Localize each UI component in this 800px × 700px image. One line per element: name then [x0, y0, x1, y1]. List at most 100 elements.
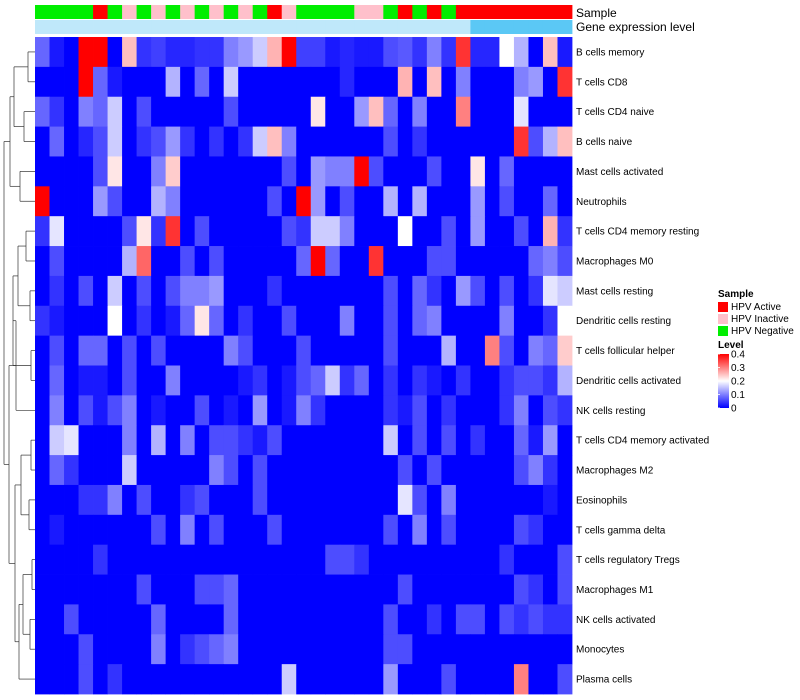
sample-annotation-cell: [180, 5, 196, 19]
heatmap-cell: [49, 216, 65, 247]
heatmap-cell: [412, 574, 428, 605]
heatmap-cell: [209, 664, 225, 695]
heatmap-cell: [368, 664, 384, 695]
heatmap-cell: [470, 186, 486, 217]
legend-swatch: [718, 302, 728, 312]
heatmap-cell: [426, 216, 442, 247]
heatmap-cell: [513, 246, 529, 277]
heatmap-cell: [354, 216, 370, 247]
sample-annotation-cell: [136, 5, 152, 19]
heatmap-cell: [354, 126, 370, 157]
heatmap-cell: [78, 425, 94, 456]
heatmap-cell: [310, 186, 326, 217]
heatmap-cell: [267, 96, 283, 127]
heatmap-cell: [528, 395, 544, 426]
heatmap-cell: [412, 395, 428, 426]
heatmap-cell: [412, 484, 428, 516]
heatmap-cell: [397, 425, 413, 456]
gene-expression-annotation-cell: [441, 20, 457, 34]
heatmap-cell: [136, 664, 152, 695]
heatmap-cell: [267, 425, 283, 456]
legend-level-title: Level: [718, 340, 744, 351]
sample-annotation-cell: [412, 5, 428, 19]
heatmap-cell: [151, 395, 167, 426]
heatmap-cell: [180, 96, 196, 127]
heatmap-cell: [64, 126, 79, 157]
heatmap-cell: [528, 604, 544, 635]
heatmap-cell: [368, 186, 384, 217]
heatmap-cell: [223, 126, 239, 157]
heatmap-cell: [499, 246, 515, 277]
heatmap-cell: [78, 395, 94, 426]
heatmap-cell: [78, 484, 94, 516]
heatmap-cell: [354, 66, 370, 98]
heatmap-cell: [339, 664, 355, 695]
heatmap-cell: [310, 425, 326, 456]
heatmap-cell: [542, 455, 558, 486]
heatmap-cell: [513, 126, 529, 157]
heatmap-cell: [499, 96, 515, 127]
heatmap-cell: [122, 186, 137, 217]
heatmap-cell: [49, 455, 65, 486]
heatmap-cell: [238, 246, 254, 277]
heatmap-cell: [354, 634, 370, 665]
heatmap-cell: [354, 484, 370, 516]
heatmap-cell: [78, 66, 94, 98]
heatmap-cell: [455, 275, 471, 307]
heatmap-cell: [281, 395, 297, 426]
heatmap-cell: [107, 455, 123, 486]
heatmap-cell: [426, 514, 442, 546]
gene-expression-annotation-cell: [93, 20, 108, 34]
heatmap-cell: [165, 395, 181, 426]
heatmap-cell: [136, 514, 152, 546]
heatmap-cell: [35, 66, 50, 98]
sample-annotation-cell: [122, 5, 137, 19]
heatmap-cell: [122, 634, 137, 665]
heatmap-cell: [470, 514, 486, 546]
heatmap-cell: [180, 544, 196, 575]
gene-expression-annotation-cell: [209, 20, 225, 34]
heatmap-cell: [354, 365, 370, 396]
heatmap-cell: [64, 216, 79, 247]
heatmap-cell: [513, 365, 529, 396]
heatmap-cell: [455, 604, 471, 635]
row-label: Dendritic cells resting: [576, 316, 671, 327]
heatmap-cell: [368, 305, 384, 337]
heatmap-cell: [542, 156, 558, 187]
heatmap-cell: [267, 305, 283, 337]
heatmap-cell: [281, 66, 297, 98]
heatmap-cell: [470, 544, 486, 575]
heatmap-cell: [383, 275, 399, 307]
heatmap-cell: [325, 126, 341, 157]
heatmap-cell: [441, 66, 457, 98]
heatmap-cell: [484, 365, 500, 396]
heatmap-cell: [136, 126, 152, 157]
heatmap-cell: [557, 395, 573, 426]
heatmap-cell: [49, 186, 65, 217]
heatmap-cell: [93, 544, 108, 575]
heatmap-cell: [528, 514, 544, 546]
legend-swatch: [718, 314, 728, 324]
heatmap-cell: [354, 335, 370, 366]
heatmap-cell: [542, 37, 558, 68]
heatmap-cell: [426, 96, 442, 127]
heatmap-cell: [93, 275, 108, 307]
heatmap-cell: [252, 216, 268, 247]
heatmap-cell: [368, 96, 384, 127]
heatmap-cell: [441, 514, 457, 546]
heatmap-cell: [252, 604, 268, 635]
heatmap-cell: [238, 484, 254, 516]
heatmap-cell: [223, 425, 239, 456]
heatmap-cell: [296, 275, 312, 307]
heatmap-cell: [412, 634, 428, 665]
heatmap-cell: [49, 246, 65, 277]
row-label: T cells follicular helper: [576, 346, 675, 357]
heatmap-cell: [528, 156, 544, 187]
heatmap-cell: [35, 275, 50, 307]
heatmap-cell: [194, 37, 210, 68]
heatmap-cell: [455, 216, 471, 247]
heatmap-cell: [397, 335, 413, 366]
heatmap-cell: [557, 335, 573, 366]
legend-sample-title: Sample: [718, 289, 754, 300]
heatmap-cell: [151, 246, 167, 277]
